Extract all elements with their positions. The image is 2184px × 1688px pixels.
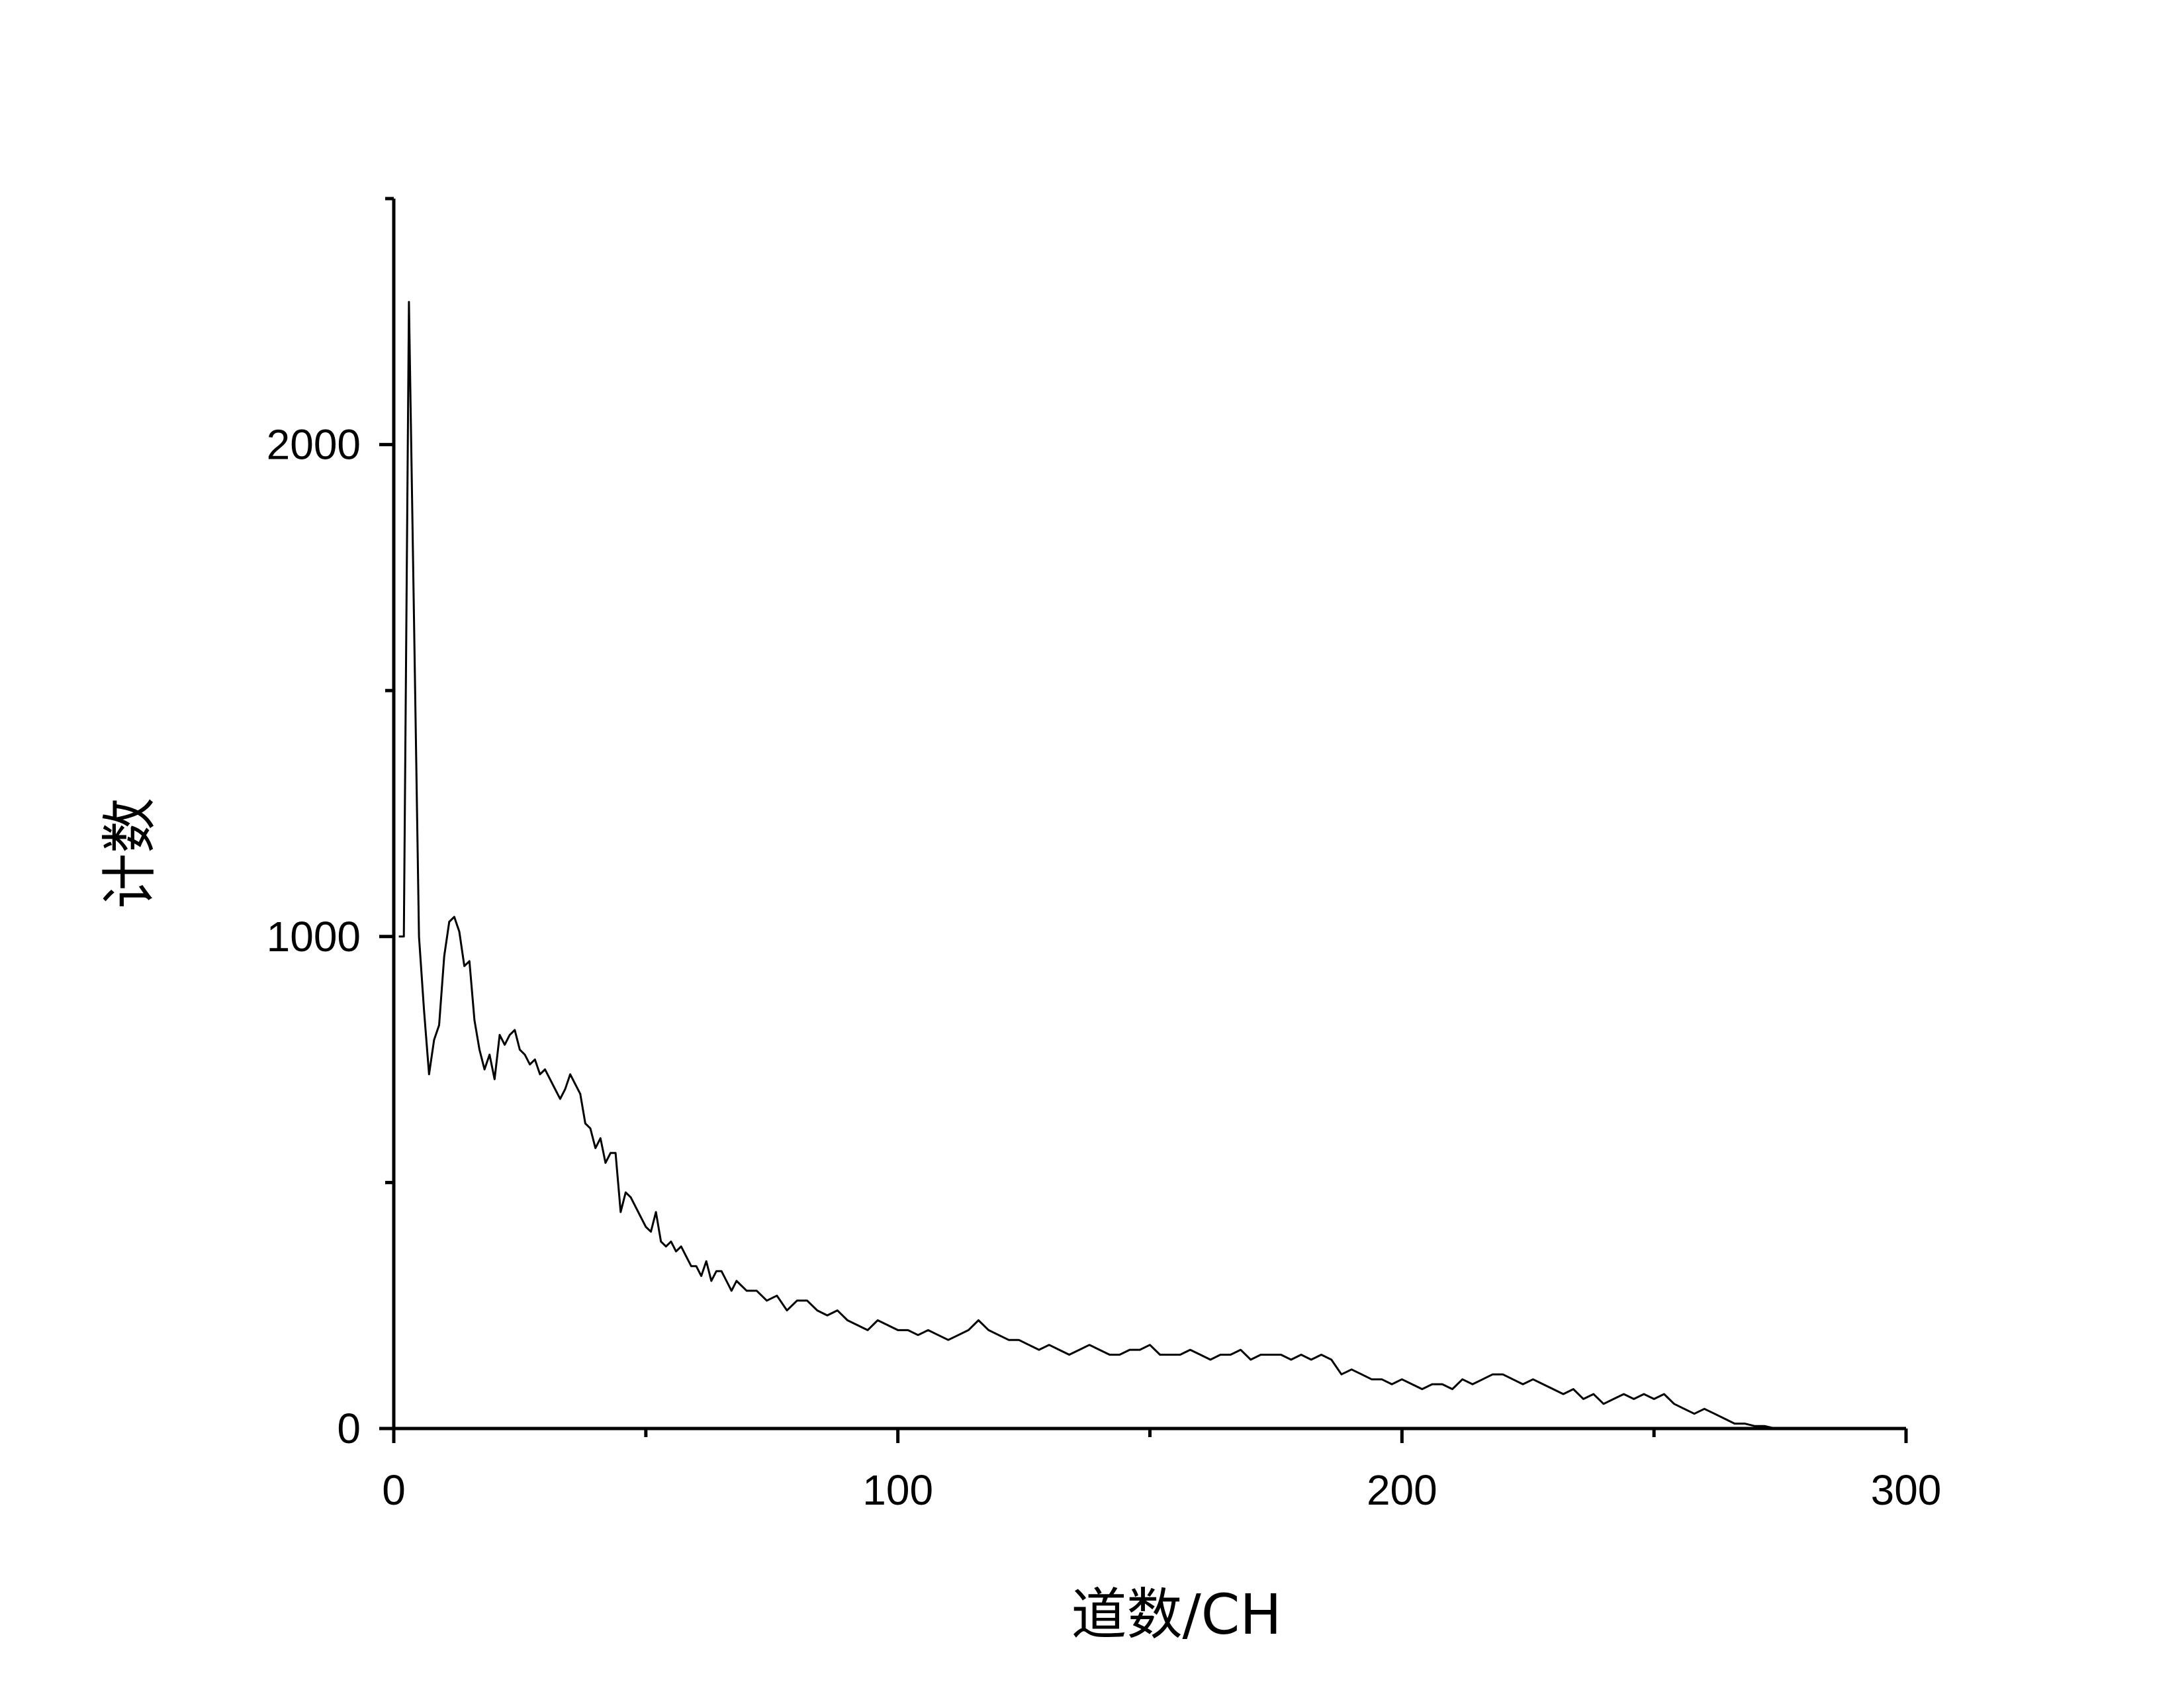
- x-tick-label: 100: [862, 1466, 933, 1514]
- y-tick-label: 2000: [267, 421, 361, 469]
- x-tick-label: 200: [1367, 1466, 1437, 1514]
- x-tick-label: 300: [1871, 1466, 1942, 1514]
- y-tick-label: 1000: [267, 913, 361, 961]
- x-axis-label: 道数/CH: [1071, 1582, 1281, 1647]
- tick-labels: 0 100 200 300 0 1000 2000: [267, 421, 1942, 1514]
- axis-ticks: [379, 197, 1908, 1443]
- y-tick-label: 0: [337, 1405, 361, 1452]
- y-axis-label: 计数: [97, 798, 162, 909]
- series-line: [398, 301, 1876, 1430]
- x-tick-label: 0: [382, 1466, 406, 1514]
